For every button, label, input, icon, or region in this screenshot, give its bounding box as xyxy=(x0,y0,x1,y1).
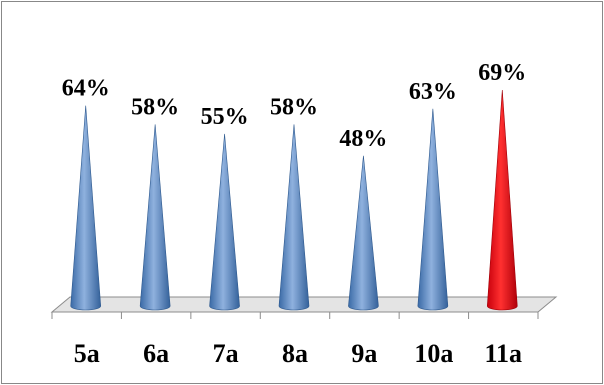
cone-bar-11a xyxy=(486,90,518,311)
category-label-5a: 5a xyxy=(74,339,100,368)
cone-bar-5a xyxy=(70,105,102,311)
data-label-6a: 58% xyxy=(131,94,179,120)
data-label-8a: 58% xyxy=(270,94,318,120)
data-label-5a: 64% xyxy=(62,76,110,102)
category-label-8a: 8a xyxy=(282,339,308,368)
category-labels: 5a 6a 7a 8a 9a 10a 11a xyxy=(74,339,522,368)
category-label-9a: 9a xyxy=(351,339,377,368)
cone-bar-10a xyxy=(417,108,449,311)
data-label-7a: 55% xyxy=(201,104,249,130)
data-label-9a: 48% xyxy=(339,126,387,152)
cone-bar-8a xyxy=(278,124,310,311)
category-label-6a: 6a xyxy=(143,339,169,368)
cone-series xyxy=(70,90,518,311)
data-label-11a: 69% xyxy=(478,60,526,86)
cone-bar-6a xyxy=(139,124,171,311)
x-axis-ticks xyxy=(51,312,539,319)
category-label-10a: 10a xyxy=(414,339,453,368)
cone-bar-7a xyxy=(209,133,240,311)
category-label-7a: 7a xyxy=(213,339,239,368)
data-labels: 64% 58% 55% 58% 48% 63% 69% xyxy=(62,60,527,152)
cone-bar-9a xyxy=(348,155,379,311)
data-label-10a: 63% xyxy=(409,79,457,105)
category-label-11a: 11a xyxy=(484,339,522,368)
